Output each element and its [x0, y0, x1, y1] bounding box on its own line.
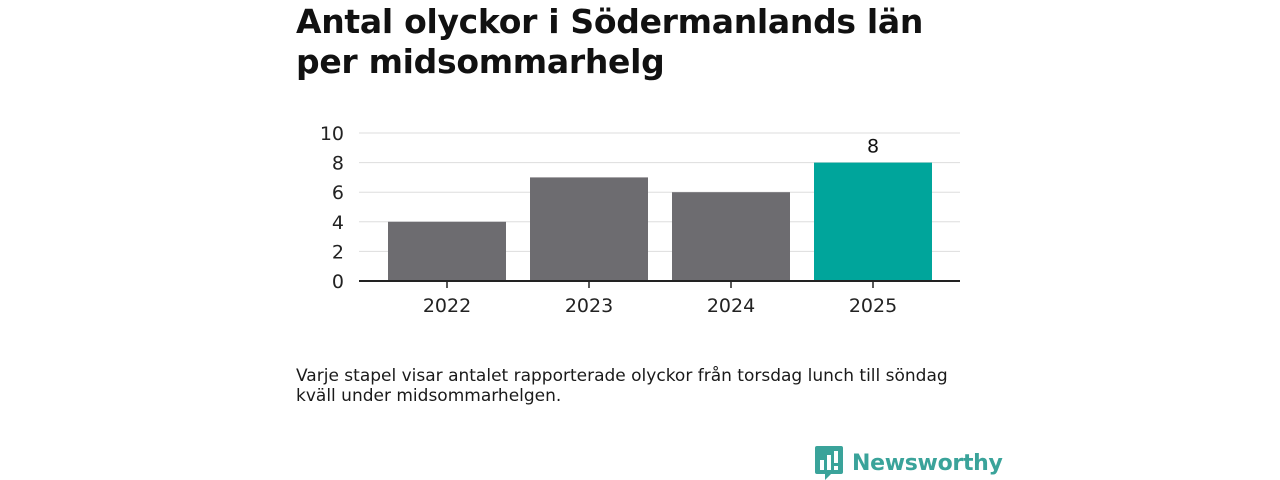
newsworthy-logo-icon: [815, 446, 843, 480]
bar: [672, 192, 790, 281]
y-tick-label: 10: [320, 123, 344, 145]
bar: [530, 177, 648, 281]
x-tick-label: 2022: [423, 295, 471, 317]
brand-footer: Newsworthy: [815, 446, 1003, 480]
bar-chart: 0 2 4 6 8 10 2022 2023 2024 2025 8: [320, 123, 960, 317]
chart-caption: Varje stapel visar antalet rapporterade …: [296, 366, 948, 406]
x-tick-label: 2023: [565, 295, 613, 317]
bar: [388, 221, 506, 281]
y-tick-label: 8: [332, 153, 344, 175]
x-tick-label: 2024: [707, 295, 755, 317]
y-tick-label: 0: [332, 271, 344, 293]
x-tick-label: 2025: [849, 295, 897, 317]
y-tick-label: 6: [332, 182, 344, 204]
y-tick-label: 4: [332, 212, 344, 234]
bar: [814, 162, 932, 281]
y-tick-label: 2: [332, 241, 344, 263]
data-label: 8: [867, 136, 879, 158]
chart-title: Antal olyckor i Södermanlands län per mi…: [296, 2, 924, 81]
brand-name: Newsworthy: [852, 450, 1003, 476]
